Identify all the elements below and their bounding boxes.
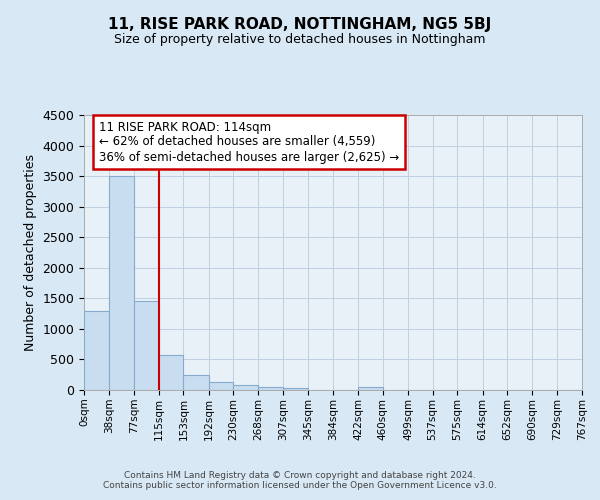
Bar [109, 176, 134, 390]
Text: Contains HM Land Registry data © Crown copyright and database right 2024.
Contai: Contains HM Land Registry data © Crown c… [103, 470, 497, 490]
Bar [258, 387, 283, 390]
Bar [283, 388, 308, 390]
Text: 11, RISE PARK ROAD, NOTTINGHAM, NG5 5BJ: 11, RISE PARK ROAD, NOTTINGHAM, NG5 5BJ [109, 18, 491, 32]
Text: Size of property relative to detached houses in Nottingham: Size of property relative to detached ho… [114, 32, 486, 46]
Bar [158, 355, 184, 390]
Text: 11 RISE PARK ROAD: 114sqm
← 62% of detached houses are smaller (4,559)
36% of se: 11 RISE PARK ROAD: 114sqm ← 62% of detac… [99, 120, 399, 164]
Bar [184, 374, 209, 390]
Bar [84, 310, 109, 390]
Bar [233, 386, 258, 390]
Y-axis label: Number of detached properties: Number of detached properties [24, 154, 37, 351]
Bar [134, 302, 158, 390]
Bar [209, 382, 233, 390]
Bar [358, 387, 383, 390]
